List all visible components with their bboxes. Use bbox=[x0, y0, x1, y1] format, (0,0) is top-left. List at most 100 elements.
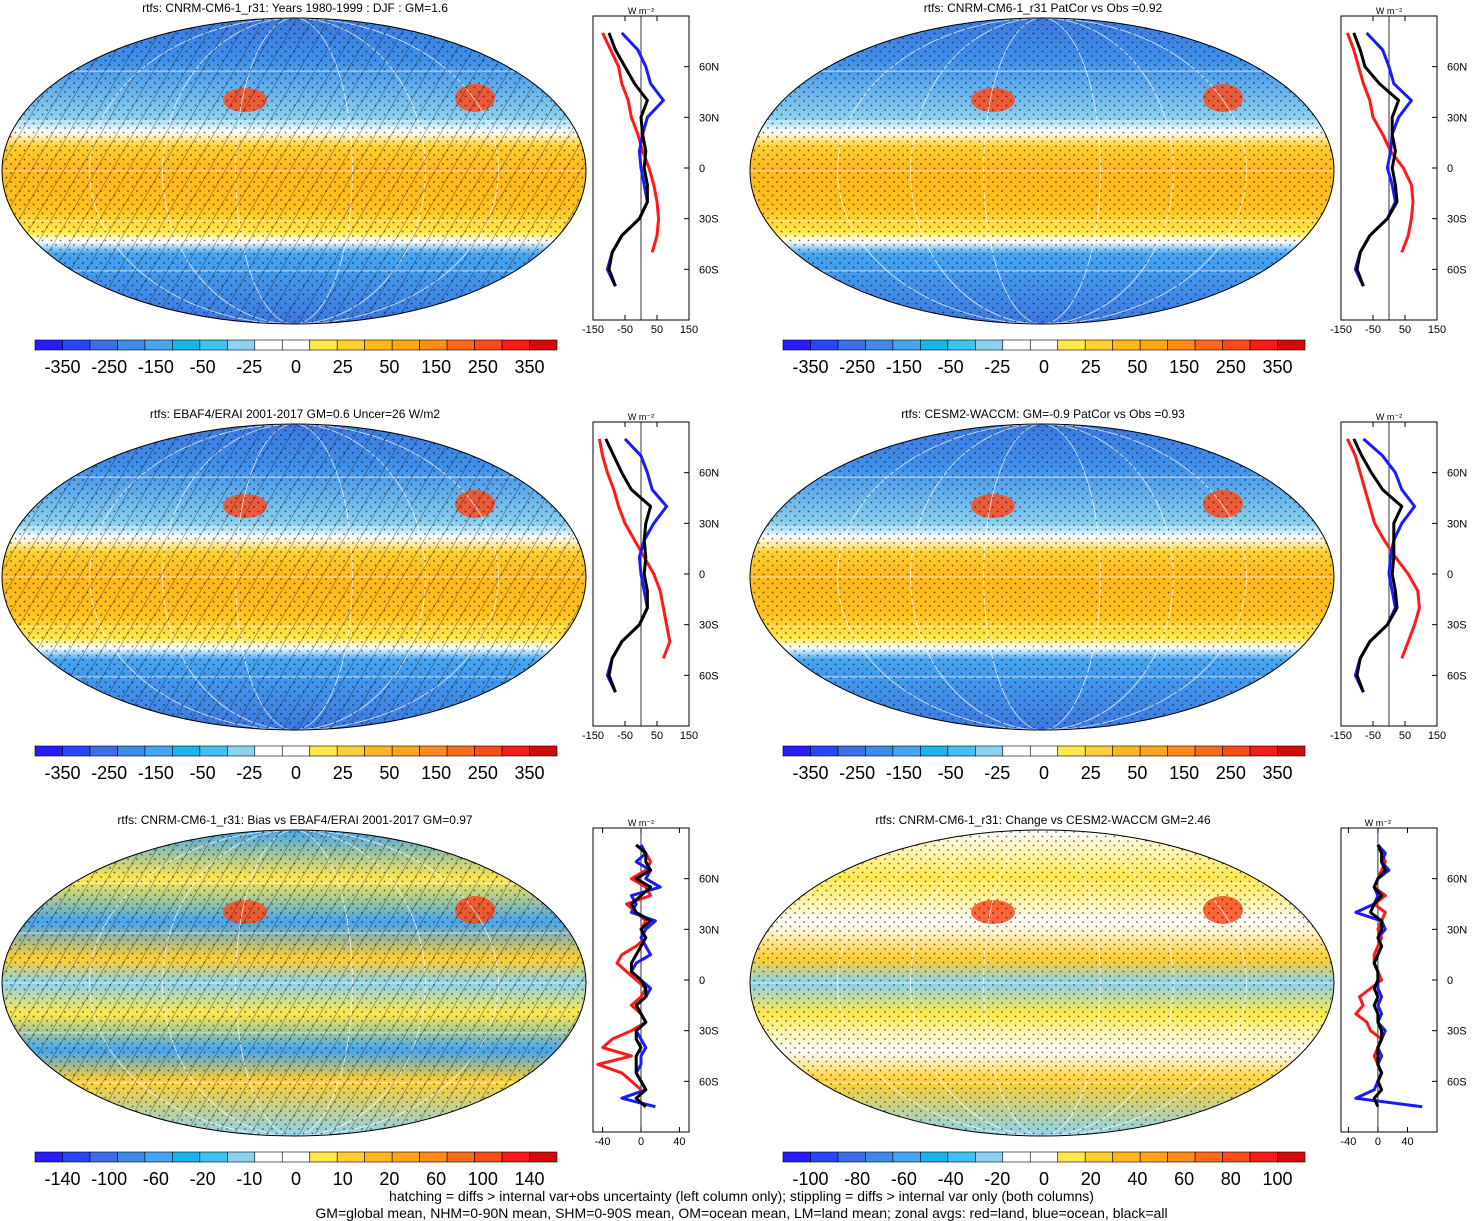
colorbar-box bbox=[947, 745, 976, 757]
colorbar-box bbox=[89, 339, 118, 351]
colorbar-tick-label: 140 bbox=[515, 1169, 545, 1189]
colorbar-tick-label: 0 bbox=[1039, 1169, 1049, 1189]
colorbar-tick-label: -140 bbox=[44, 1169, 80, 1189]
colorbar-box bbox=[1112, 1151, 1141, 1163]
series-land-line bbox=[603, 33, 659, 286]
units-label: W m⁻² bbox=[628, 818, 654, 828]
x-tick-label: -150 bbox=[1330, 730, 1352, 742]
colorbar-tick-label: 0 bbox=[291, 357, 301, 377]
x-tick-label: 40 bbox=[673, 1136, 685, 1148]
x-tick-label: -50 bbox=[1365, 324, 1381, 336]
panel-title: rtfs: CNRM-CM6-1_r31: Bias vs EBAF4/ERAI… bbox=[117, 813, 472, 827]
units-label: W m⁻² bbox=[1365, 818, 1391, 828]
series-all-line bbox=[629, 843, 653, 1108]
colorbar-tick-label: 10 bbox=[333, 1169, 353, 1189]
map-outline bbox=[749, 829, 1335, 1137]
colorbar-box bbox=[1194, 339, 1223, 351]
x-tick-label: -150 bbox=[582, 730, 604, 742]
colorbar-box bbox=[920, 339, 949, 351]
colorbar-box bbox=[1222, 745, 1251, 757]
colorbar-box bbox=[254, 745, 283, 757]
panel-4: rtfs: CESM2-WACCM: GM=-0.9 PatCor vs Obs… bbox=[749, 407, 1467, 783]
colorbar-tick-label: -20 bbox=[190, 1169, 216, 1189]
colorbar-tick-label: 25 bbox=[333, 357, 353, 377]
colorbar-box bbox=[62, 339, 91, 351]
colorbar-tick-label: 150 bbox=[1169, 357, 1199, 377]
colorbar-box bbox=[782, 339, 811, 351]
colorbar-box bbox=[391, 745, 420, 757]
colorbar-box bbox=[975, 339, 1004, 351]
zonal-mean-plot: W m⁻² -150 -50 50 150 60N 30N 0 30S 60S bbox=[1330, 6, 1467, 336]
colorbar-box bbox=[975, 1151, 1004, 1163]
colorbar-tick-label: -25 bbox=[236, 763, 262, 783]
colorbar-box bbox=[364, 339, 393, 351]
colorbar-tick-label: -150 bbox=[886, 763, 922, 783]
stippling bbox=[750, 830, 1334, 1136]
colorbar-tick-label: 350 bbox=[1263, 357, 1293, 377]
colorbar-tick-label: -150 bbox=[886, 357, 922, 377]
colorbar-box bbox=[391, 1151, 420, 1163]
y-tick-label: 60N bbox=[1447, 468, 1467, 480]
zonal-mean-plot: W m⁻² -150 -50 50 150 60N 30N 0 30S 60S bbox=[582, 6, 719, 336]
colorbar-box bbox=[947, 339, 976, 351]
colorbar-box bbox=[144, 339, 173, 351]
y-tick-label: 30N bbox=[699, 924, 719, 936]
colorbar-tick-label: 20 bbox=[379, 1169, 399, 1189]
y-tick-label: 30N bbox=[699, 518, 719, 530]
y-tick-label: 0 bbox=[699, 163, 705, 175]
hatching bbox=[2, 424, 586, 730]
colorbar: -350 -250 -150 -50 -25 0 25 50 150 250 350 bbox=[34, 339, 558, 377]
colorbar-box bbox=[1029, 1151, 1059, 1163]
colorbar-tick-label: -100 bbox=[91, 1169, 127, 1189]
colorbar-box bbox=[172, 745, 201, 757]
colorbar-box bbox=[529, 339, 558, 351]
colorbar-box bbox=[1167, 745, 1196, 757]
y-tick-label: 60S bbox=[699, 264, 719, 276]
colorbar-tick-label: -50 bbox=[938, 357, 964, 377]
colorbar-box bbox=[975, 745, 1004, 757]
colorbar-box bbox=[309, 1151, 338, 1163]
colorbar-tick-label: -25 bbox=[984, 357, 1010, 377]
colorbar-box bbox=[446, 745, 475, 757]
colorbar-box bbox=[281, 1151, 311, 1163]
colorbar-box bbox=[144, 745, 173, 757]
colorbar-box bbox=[309, 745, 338, 757]
series-all-line bbox=[1352, 32, 1401, 287]
colorbar-tick-label: 100 bbox=[1263, 1169, 1293, 1189]
colorbar-tick-label: 250 bbox=[1216, 357, 1246, 377]
colorbar-tick-label: 150 bbox=[421, 357, 451, 377]
series-land-line bbox=[1347, 33, 1413, 286]
colorbar-box bbox=[947, 1151, 976, 1163]
colorbar-box bbox=[1167, 339, 1196, 351]
colorbar-box bbox=[865, 1151, 894, 1163]
colorbar-box bbox=[391, 339, 420, 351]
colorbar-box bbox=[117, 745, 146, 757]
colorbar-box bbox=[227, 1151, 256, 1163]
x-tick-label: 50 bbox=[651, 730, 663, 742]
colorbar-box bbox=[1222, 1151, 1251, 1163]
zonal-frame bbox=[1340, 827, 1438, 1133]
colorbar-tick-label: 250 bbox=[1216, 763, 1246, 783]
y-tick-label: 60N bbox=[699, 62, 719, 74]
colorbar-tick-label: 350 bbox=[1263, 763, 1293, 783]
panel-5: rtfs: CNRM-CM6-1_r31: Bias vs EBAF4/ERAI… bbox=[1, 813, 719, 1189]
colorbar-tick-label: -25 bbox=[984, 763, 1010, 783]
panel-title: rtfs: CNRM-CM6-1_r31 PatCor vs Obs =0.92 bbox=[924, 1, 1163, 15]
x-tick-label: -50 bbox=[1365, 730, 1381, 742]
map-outline bbox=[749, 423, 1335, 731]
colorbar-box bbox=[34, 339, 63, 351]
x-tick-label: 150 bbox=[1428, 324, 1446, 336]
colorbar-tick-label: -150 bbox=[138, 763, 174, 783]
y-tick-label: 60N bbox=[699, 874, 719, 886]
x-tick-label: -150 bbox=[1330, 324, 1352, 336]
units-label: W m⁻² bbox=[628, 412, 654, 422]
series-all-line bbox=[1369, 844, 1387, 1108]
panel-title: rtfs: CNRM-CM6-1_r31: Change vs CESM2-WA… bbox=[875, 813, 1211, 827]
colorbar-box bbox=[446, 1151, 475, 1163]
zonal-mean-plot: W m⁻² -150 -50 50 150 60N 30N 0 30S 60S bbox=[582, 412, 719, 742]
colorbar-tick-label: -80 bbox=[844, 1169, 870, 1189]
y-tick-label: 30N bbox=[1447, 518, 1467, 530]
units-label: W m⁻² bbox=[1376, 412, 1402, 422]
colorbar-tick-label: 150 bbox=[1169, 763, 1199, 783]
